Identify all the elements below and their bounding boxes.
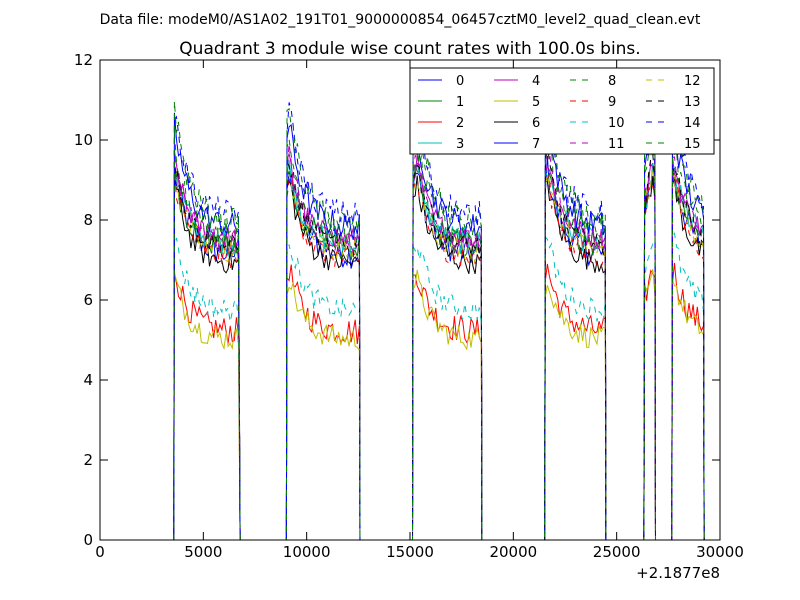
legend-label-4: 4 — [532, 74, 540, 89]
series-line-6 — [173, 175, 705, 540]
y-tick-label: 0 — [83, 531, 93, 549]
x-tick-label: 20000 — [489, 543, 537, 561]
x-tick-label: 10000 — [283, 543, 331, 561]
series-line-12 — [173, 162, 705, 540]
y-tick-label: 12 — [74, 51, 93, 69]
legend-label-1: 1 — [456, 95, 464, 110]
y-tick-label: 10 — [74, 131, 93, 149]
legend-label-2: 2 — [456, 116, 464, 131]
legend-label-6: 6 — [532, 116, 540, 131]
legend-label-10: 10 — [608, 116, 625, 131]
y-tick-label: 4 — [83, 371, 93, 389]
series-line-8 — [173, 132, 705, 540]
series-line-2 — [173, 262, 705, 540]
legend-label-8: 8 — [608, 74, 616, 89]
legend-label-14: 14 — [684, 116, 701, 131]
series-line-5 — [173, 268, 705, 540]
x-tick-label: 15000 — [386, 543, 434, 561]
legend-box — [409, 67, 715, 155]
legend-label-12: 12 — [684, 74, 701, 89]
legend-label-13: 13 — [684, 95, 701, 110]
x-offset-label: +2.1877e8 — [636, 564, 720, 582]
series-line-15 — [173, 90, 705, 540]
plot-lines — [173, 90, 705, 540]
y-tick-label: 6 — [83, 291, 93, 309]
x-tick-label: 0 — [95, 543, 105, 561]
y-tick-label: 8 — [83, 211, 93, 229]
series-line-11 — [173, 143, 705, 540]
x-tick-label: 30000 — [696, 543, 744, 561]
legend-label-3: 3 — [456, 137, 464, 152]
legend-label-11: 11 — [608, 137, 625, 152]
x-tick-label: 5000 — [184, 543, 222, 561]
chart-title: Quadrant 3 module wise count rates with … — [179, 39, 640, 59]
series-line-14 — [173, 99, 705, 540]
series-line-3 — [173, 159, 705, 540]
y-tick-label: 2 — [83, 451, 93, 469]
series-line-4 — [173, 150, 705, 540]
legend-label-7: 7 — [532, 137, 540, 152]
legend-label-15: 15 — [684, 137, 701, 152]
legend-label-9: 9 — [608, 95, 616, 110]
series-line-10 — [173, 232, 705, 540]
x-tick-label: 25000 — [593, 543, 641, 561]
legend-label-5: 5 — [532, 95, 540, 110]
series-line-7 — [173, 112, 705, 540]
series-line-13 — [173, 144, 705, 540]
figure-suptitle: Data file: modeM0/AS1A02_191T01_90000008… — [100, 12, 701, 28]
legend-label-0: 0 — [456, 74, 464, 89]
series-line-1 — [173, 164, 705, 540]
series-line-9 — [173, 171, 705, 540]
